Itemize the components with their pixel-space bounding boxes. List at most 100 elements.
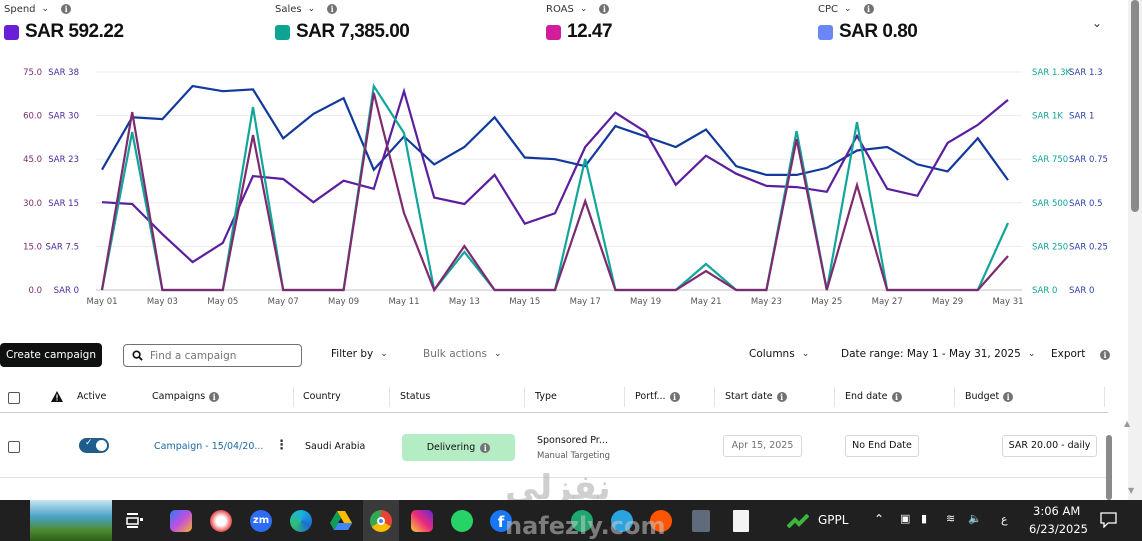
column-divider[interactable] [293, 387, 294, 407]
date-range-dropdown[interactable]: Date range: May 1 - May 31, 2025 ⌄ [841, 348, 1035, 360]
info-icon[interactable]: i [1100, 350, 1110, 360]
metric-spend[interactable]: Spend ⌄ i SAR 592.22 [4, 2, 124, 43]
column-header-end-date[interactable]: End date i [845, 391, 902, 402]
sales-swatch [275, 24, 290, 40]
fiverr-app-icon[interactable] [571, 510, 593, 532]
status-badge: Delivering i [402, 434, 515, 461]
start-date-field[interactable]: Apr 15, 2025 [723, 435, 802, 457]
info-icon[interactable]: i [1003, 391, 1014, 402]
google-drive-icon[interactable] [330, 511, 352, 531]
calculator-icon[interactable] [692, 510, 710, 532]
series-line-sales [100, 82, 1010, 293]
table-scroll-down-icon[interactable]: ▼ [1128, 486, 1135, 495]
column-header-campaigns[interactable]: Campaigns i [152, 391, 220, 402]
header-label: Portf... [635, 391, 666, 402]
table-scroll-up-icon[interactable]: ▲ [1124, 419, 1131, 428]
facebook-icon[interactable]: f [490, 510, 512, 532]
column-divider[interactable] [1104, 387, 1105, 407]
info-icon[interactable]: i [61, 4, 72, 14]
row-checkbox[interactable] [8, 441, 20, 453]
spend-axis-tick: SAR 38 [48, 68, 79, 78]
spend-swatch [4, 24, 19, 40]
stock-ticker-label[interactable]: GPPL [818, 513, 849, 527]
header-label: Budget [965, 391, 1000, 402]
column-divider[interactable] [524, 387, 525, 407]
bulk-actions-dropdown[interactable]: Bulk actions ⌄ [423, 348, 502, 360]
collapse-chevron-icon[interactable]: ⌄ [1092, 16, 1103, 30]
info-icon[interactable]: i [599, 4, 610, 14]
edge-browser-icon[interactable] [290, 510, 312, 532]
clock-date[interactable]: 6/23/2025 [1029, 522, 1088, 536]
column-header-country[interactable]: Country [303, 391, 341, 402]
clock-time[interactable]: 3:06 AM [1033, 504, 1081, 518]
create-campaign-button[interactable]: Create campaign [0, 343, 102, 367]
budget-field[interactable]: SAR 20.00 - daily [1002, 435, 1097, 457]
table-row: ✓ Campaign - 15/04/20... ⋮ Saudi Arabia … [0, 414, 1108, 478]
info-icon[interactable]: i [480, 442, 491, 453]
date-range-label: Date range: May 1 - May 31, 2025 [841, 348, 1021, 360]
snipping-tool-icon[interactable] [210, 510, 232, 532]
campaign-name-link[interactable]: Campaign - 15/04/20... [154, 441, 264, 452]
column-header-type[interactable]: Type [535, 391, 557, 402]
language-indicator[interactable]: ع [1001, 513, 1008, 526]
notepad-file-icon[interactable] [733, 510, 749, 532]
column-header-budget[interactable]: Budget i [965, 391, 1014, 402]
column-divider[interactable] [954, 387, 955, 407]
column-header-start-date[interactable]: Start date i [725, 391, 787, 402]
column-divider[interactable] [624, 387, 625, 407]
sales-axis-tick: SAR 750 [1032, 155, 1068, 165]
wifi-icon[interactable]: ≋ [946, 512, 956, 525]
columns-dropdown[interactable]: Columns ⌄ [749, 348, 809, 360]
metric-sales[interactable]: Sales ⌄ i SAR 7,385.00 [275, 2, 410, 43]
column-header-portfolio[interactable]: Portf... i [635, 391, 680, 402]
battery-plug-icon[interactable]: ▮ [921, 512, 928, 525]
notification-center-icon[interactable] [1100, 512, 1117, 528]
metric-cpc[interactable]: CPC ⌄ i SAR 0.80 [818, 2, 918, 43]
info-icon[interactable]: i [863, 4, 874, 14]
end-date-field[interactable]: No End Date [845, 435, 919, 457]
chevron-down-icon[interactable]: ⌄ [307, 4, 316, 14]
active-toggle[interactable]: ✓ [79, 438, 109, 453]
column-divider[interactable] [389, 387, 390, 407]
table-scrollbar-thumb[interactable] [1106, 435, 1112, 500]
series-line-cpc [101, 84, 1009, 181]
filter-by-dropdown[interactable]: Filter by ⌄ [331, 348, 388, 360]
spend-axis-tick: SAR 30 [48, 112, 79, 122]
more-options-icon[interactable]: ⋮ [275, 438, 288, 453]
info-icon[interactable]: i [327, 4, 338, 14]
info-icon[interactable]: i [891, 391, 902, 402]
search-box[interactable] [123, 344, 302, 367]
copilot-icon[interactable] [170, 510, 192, 532]
zoom-app-icon[interactable]: zm [250, 510, 272, 532]
wallpaper-widget[interactable] [30, 500, 112, 541]
column-divider[interactable] [834, 387, 835, 407]
metric-roas[interactable]: ROAS ⌄ i 12.47 [546, 2, 613, 43]
warning-icon [51, 391, 63, 402]
export-button[interactable]: Export [1051, 348, 1085, 360]
cpc-axis-tick: SAR 1 [1069, 112, 1094, 122]
page-scrollbar-thumb[interactable] [1131, 0, 1139, 212]
volume-icon[interactable]: 🔈 [968, 512, 982, 525]
column-header-active[interactable]: Active [77, 391, 106, 402]
column-header-status[interactable]: Status [400, 391, 430, 402]
instagram-icon[interactable] [411, 510, 433, 532]
info-icon[interactable]: i [209, 391, 220, 402]
stock-trend-icon[interactable] [787, 514, 809, 528]
chevron-down-icon[interactable]: ⌄ [579, 4, 588, 14]
export-label: Export [1051, 348, 1086, 360]
column-divider[interactable] [714, 387, 715, 407]
chevron-down-icon[interactable]: ⌄ [844, 4, 852, 14]
whatsapp-icon[interactable] [451, 510, 473, 532]
info-icon[interactable]: i [776, 391, 787, 402]
x-axis-tick: May 15 [509, 297, 540, 307]
camera-icon[interactable]: ▣ [900, 512, 911, 525]
task-view-icon[interactable] [126, 512, 144, 529]
chevron-down-icon[interactable]: ⌄ [41, 4, 50, 14]
soundcloud-icon[interactable] [650, 510, 672, 532]
x-axis-tick: May 07 [268, 297, 299, 307]
search-input[interactable] [150, 349, 290, 362]
info-icon[interactable]: i [669, 391, 680, 402]
show-hidden-icons-chevron[interactable]: ⌃ [874, 512, 885, 526]
telegram-icon[interactable] [611, 510, 633, 532]
select-all-checkbox[interactable] [8, 392, 20, 404]
